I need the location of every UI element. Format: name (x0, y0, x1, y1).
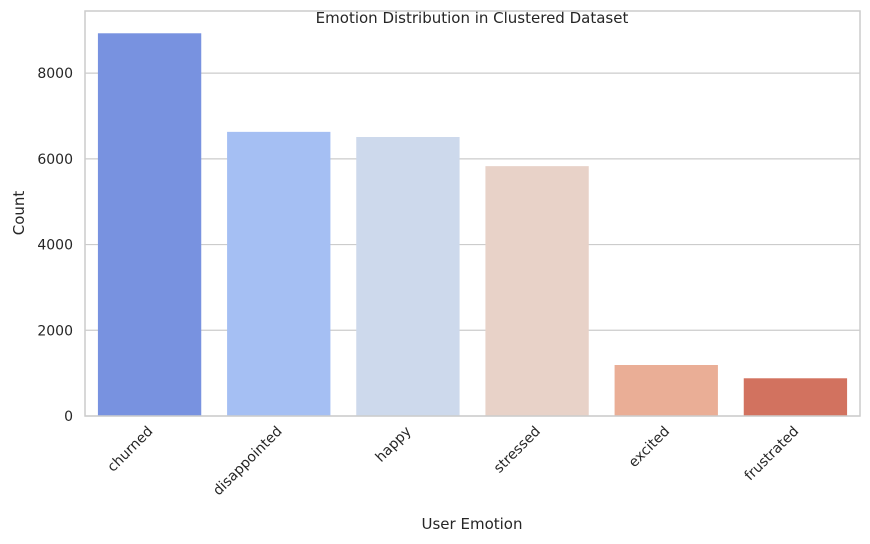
x-ticks: churned disappointed happy stressed excited f… (105, 424, 803, 499)
bar-frustrated (743, 378, 848, 416)
y-tick-label: 2000 (37, 323, 73, 339)
x-tick-label: churned (105, 424, 157, 476)
y-ticks: 0 2000 4000 6000 8000 (37, 66, 73, 425)
x-tick-label: frustrated (742, 424, 803, 485)
plot-frame (84, 10, 861, 417)
y-tick-label: 0 (64, 409, 73, 425)
y-tick-label: 4000 (37, 238, 73, 254)
bar-happy (356, 137, 460, 416)
y-tick-label: 8000 (37, 66, 73, 82)
bar-excited (614, 365, 718, 416)
chart-title: Emotion Distribution in Clustered Datase… (316, 9, 629, 27)
bar-churned (97, 33, 202, 417)
x-axis-label: User Emotion (422, 515, 523, 533)
x-tick-label: stressed (491, 424, 544, 477)
bar-stressed (485, 166, 589, 416)
y-tick-label: 6000 (37, 152, 73, 168)
x-tick-label: excited (626, 424, 673, 471)
x-tick-label: disappointed (210, 424, 285, 499)
bar-disappointed (227, 131, 331, 416)
x-tick-label: happy (373, 424, 415, 466)
bars (97, 33, 848, 417)
y-axis-label: Count (10, 191, 28, 236)
